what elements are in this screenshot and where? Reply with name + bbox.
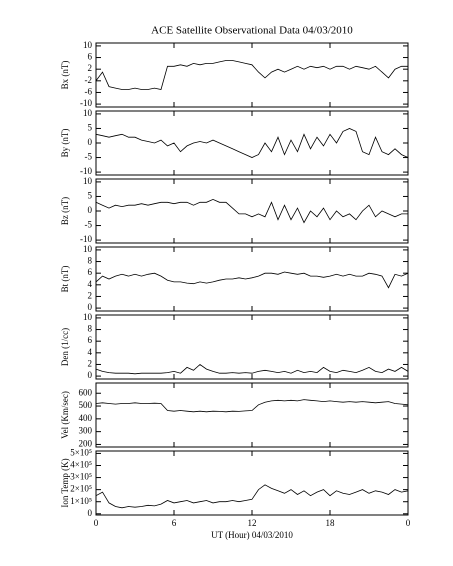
panel-frame <box>95 42 409 108</box>
y-tick-label: -6 <box>85 87 93 97</box>
y-tick-label: 2 <box>88 291 93 301</box>
x-axis-label: UT (Hour) 04/03/2010 <box>211 530 293 540</box>
x-tick-label: 0 <box>94 518 99 528</box>
y-tick-label: 10 <box>83 40 93 50</box>
y-tick-label: -10 <box>80 234 92 244</box>
figure-title: ACE Satellite Observational Data 04/03/2… <box>151 25 353 37</box>
y-tick-label: 10 <box>83 244 93 254</box>
panel-frame <box>95 246 409 312</box>
y-tick-label: 4 <box>88 279 93 289</box>
y-tick-label: 0 <box>88 508 93 518</box>
y-tick-label: 5×10⁵ <box>70 447 92 457</box>
y-tick-label: 0 <box>88 205 93 215</box>
data-line <box>95 60 408 90</box>
y-tick-label: -5 <box>85 152 93 162</box>
y-tick-label: 2×10⁵ <box>70 484 92 494</box>
y-tick-label: 5 <box>88 191 93 201</box>
y-axis-label: Den (1/cc) <box>60 328 70 366</box>
panel-frame <box>95 314 409 380</box>
data-line <box>95 363 409 375</box>
panel-frame <box>95 110 409 176</box>
y-tick-label: 10 <box>83 312 93 322</box>
y-tick-label: -10 <box>80 98 92 108</box>
x-tick-label: 6 <box>172 518 177 528</box>
y-tick-label: 300 <box>79 426 93 436</box>
y-tick-label: 1×10⁵ <box>70 496 92 506</box>
y-tick-label: 6 <box>88 52 93 62</box>
y-axis-label: Bx (nT) <box>60 61 70 90</box>
y-tick-label: 8 <box>88 324 93 334</box>
y-tick-label: 0 <box>88 302 93 312</box>
y-axis-label: By (nT) <box>60 129 70 158</box>
y-tick-label: 3×10⁵ <box>70 472 92 482</box>
data-line <box>95 271 409 289</box>
y-axis-label: Bz (nT) <box>60 197 70 225</box>
y-tick-label: 10 <box>83 108 93 118</box>
panel-frame <box>95 178 409 244</box>
y-axis-label: Bt (nT) <box>60 266 70 293</box>
x-tick-label: 18 <box>326 518 336 528</box>
y-tick-label: 10 <box>83 176 93 186</box>
data-line <box>95 399 409 413</box>
y-tick-label: 2 <box>88 359 93 369</box>
y-tick-label: 600 <box>79 387 93 397</box>
y-tick-label: 2 <box>88 63 93 73</box>
y-tick-label: -2 <box>85 75 93 85</box>
x-tick-label: 12 <box>248 518 257 528</box>
y-tick-label: 200 <box>79 439 93 449</box>
y-tick-label: 0 <box>88 370 93 380</box>
data-line <box>95 484 409 509</box>
panel-frame <box>95 450 409 516</box>
y-tick-label: 400 <box>79 413 93 423</box>
y-tick-label: 4 <box>88 347 93 357</box>
y-tick-label: 6 <box>88 335 93 345</box>
y-tick-label: 500 <box>79 400 93 410</box>
y-tick-label: 5 <box>88 123 93 133</box>
y-tick-label: -10 <box>80 166 92 176</box>
y-tick-label: 4×10⁵ <box>70 460 92 470</box>
y-tick-label: 6 <box>88 267 93 277</box>
data-line <box>95 198 408 224</box>
y-tick-label: -5 <box>85 220 93 230</box>
panel-frame <box>95 382 409 448</box>
y-axis-label: Vel (Km/sec) <box>60 391 70 439</box>
y-axis-label: Ion Temp (K) <box>60 458 70 507</box>
data-line <box>95 128 409 158</box>
y-tick-label: 0 <box>88 137 93 147</box>
x-tick-label: 0 <box>406 518 411 528</box>
y-tick-label: 8 <box>88 256 93 266</box>
